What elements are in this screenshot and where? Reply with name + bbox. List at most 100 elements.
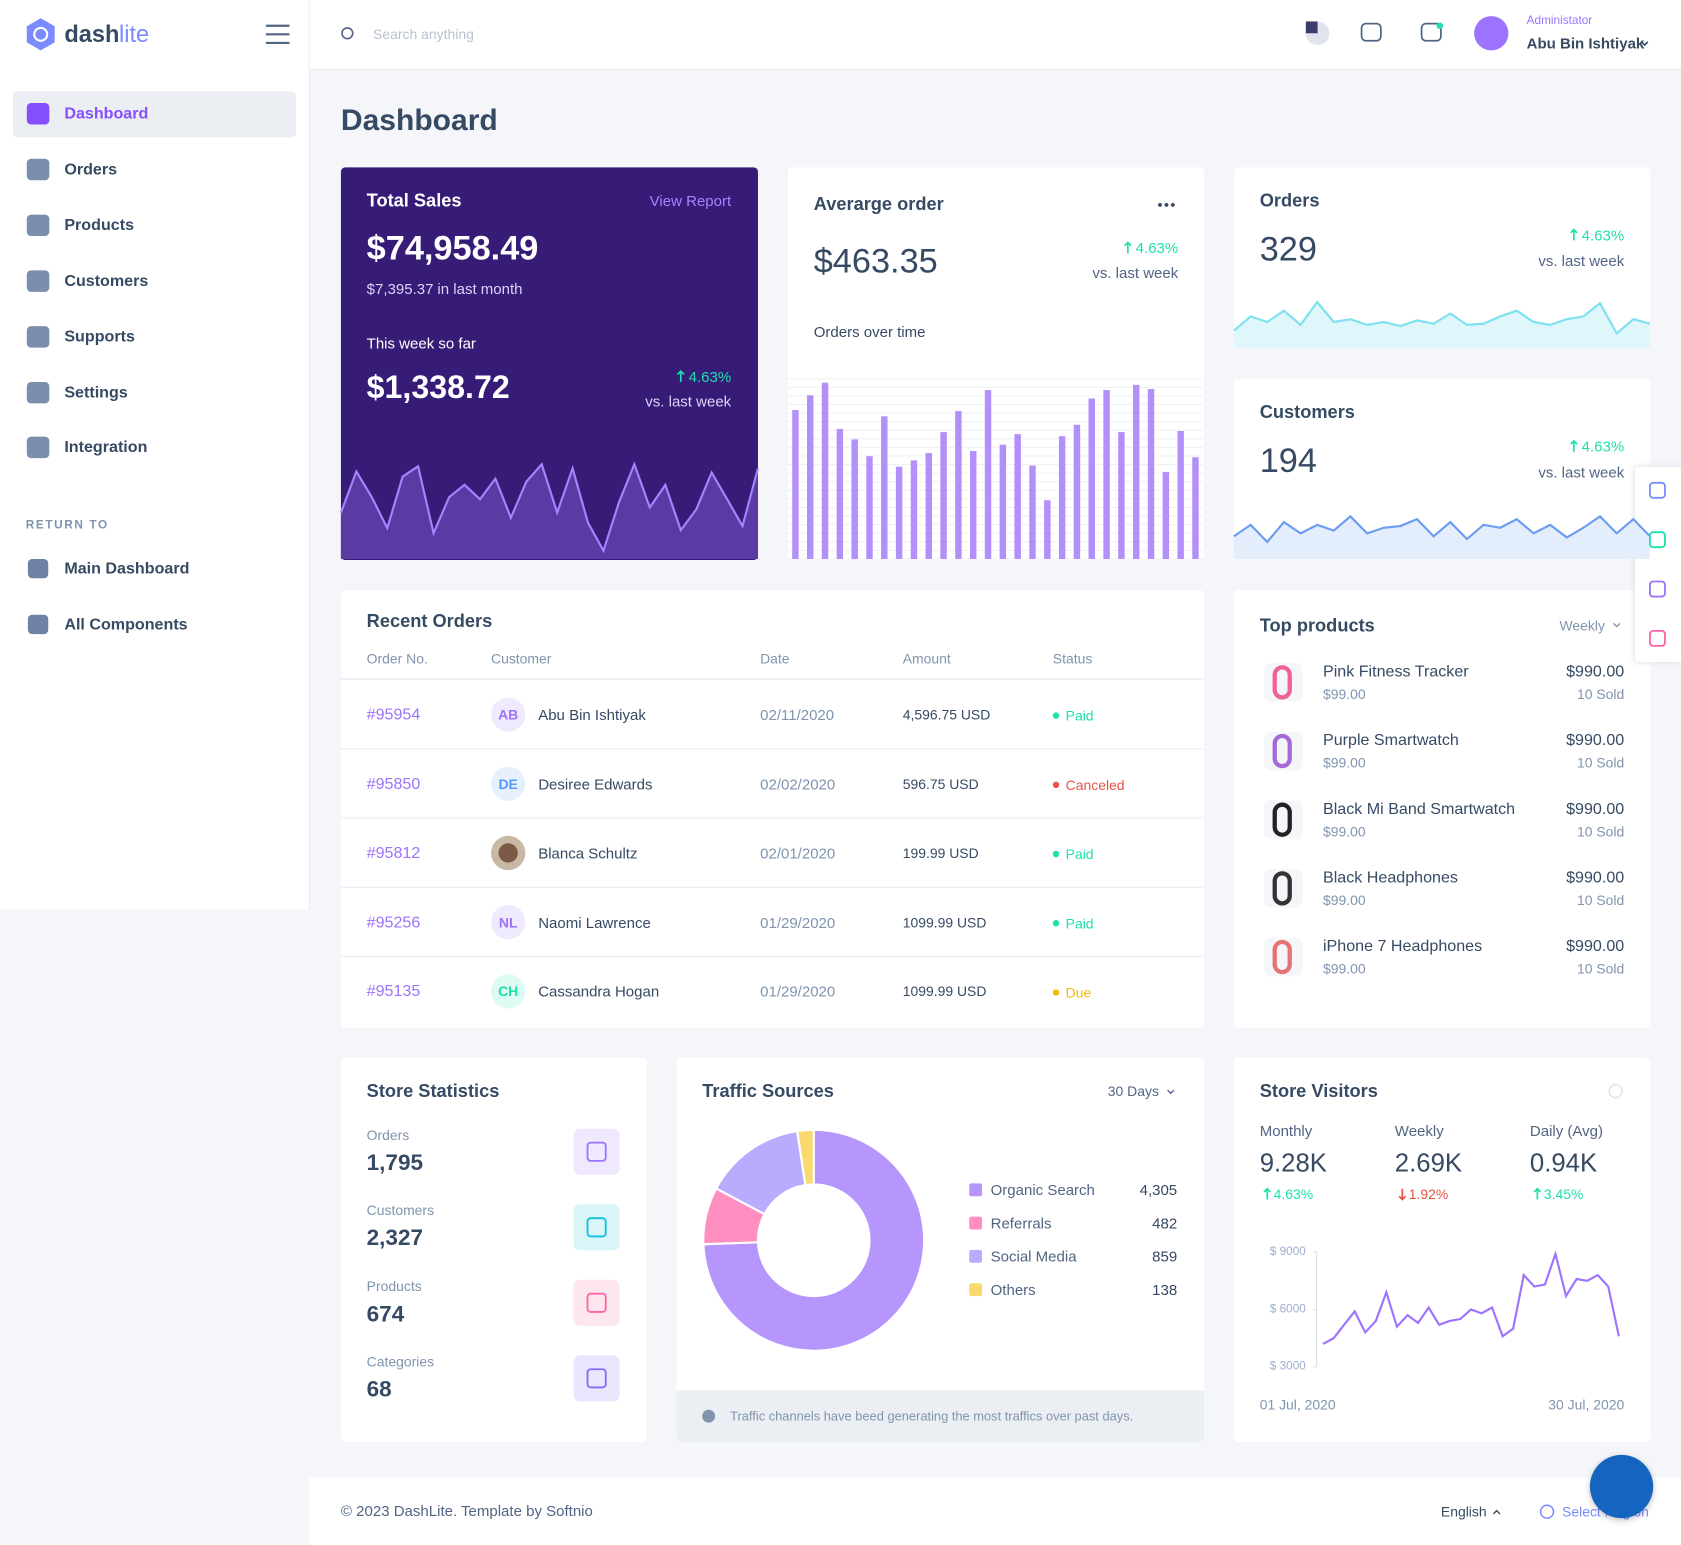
bar <box>1177 430 1184 559</box>
product-price: $99.00 <box>1322 892 1366 909</box>
nav-icon <box>26 436 50 459</box>
product-shape <box>1272 871 1292 906</box>
info-icon <box>702 1409 716 1423</box>
order-no[interactable]: #95135 <box>366 982 421 1001</box>
bar <box>1058 436 1066 559</box>
change: 4.63% <box>1135 239 1179 257</box>
chat-button[interactable] <box>1589 1454 1654 1519</box>
period[interactable]: Weekly <box>1559 617 1605 634</box>
toolbar-icon <box>1649 629 1666 647</box>
product-sold: 10 Sold <box>1576 960 1625 977</box>
avatar-initials: AB <box>498 706 519 723</box>
more-dot <box>1158 202 1162 207</box>
date: 01/29/2020 <box>760 982 836 1000</box>
toolbar-icon <box>1649 531 1666 549</box>
header-icon <box>1420 22 1442 42</box>
column-header: Amount <box>902 650 951 667</box>
bar <box>1118 432 1125 559</box>
column-header: Order No. <box>366 650 428 667</box>
order-no[interactable]: #95256 <box>366 913 421 932</box>
card-title: Top products <box>1259 615 1375 636</box>
avatar-initials: DE <box>498 775 518 792</box>
avatar <box>491 697 526 732</box>
bar <box>836 428 844 559</box>
stat-change: 1.92% <box>1408 1186 1449 1203</box>
link[interactable]: View Report <box>649 192 732 210</box>
amount: $463.35 <box>813 241 938 281</box>
change: 4.63% <box>1581 437 1625 455</box>
stat-value: 68 <box>366 1377 392 1402</box>
status: Canceled <box>1065 776 1125 793</box>
stat-icon-bg <box>573 1128 620 1175</box>
stat-label: Orders <box>366 1127 410 1144</box>
product-sold: 10 Sold <box>1576 823 1625 840</box>
nav-item[interactable]: Orders <box>64 160 118 179</box>
compare: vs. last week <box>1538 252 1625 270</box>
language[interactable]: English <box>1440 1503 1487 1520</box>
store-visitors-card <box>1233 1057 1650 1442</box>
x-label: 30 Jul, 2020 <box>1548 1396 1625 1413</box>
customer: Desiree Edwards <box>538 775 653 793</box>
bar <box>940 432 947 559</box>
arrow-up <box>676 370 685 382</box>
sparkline-area <box>340 464 758 559</box>
user-name[interactable]: Abu Bin Ishtiyak <box>1526 34 1645 52</box>
card-title: Recent Orders <box>366 611 493 632</box>
chart-title: Orders over time <box>813 322 926 341</box>
nav-item[interactable]: Products <box>64 216 135 235</box>
card-title: Orders <box>1259 190 1320 211</box>
order-no[interactable]: #95954 <box>366 705 421 724</box>
customer: Cassandra Hogan <box>538 982 660 1000</box>
note: Traffic channels have beed generating th… <box>730 1408 1134 1424</box>
amount: 1099.99 USD <box>902 914 987 931</box>
y-tick-label: $ 3000 <box>1269 1359 1306 1373</box>
status: Paid <box>1065 915 1094 932</box>
avatar <box>491 974 526 1009</box>
legend-label: Organic Search <box>990 1181 1095 1199</box>
search-input[interactable]: Search anything <box>373 26 474 43</box>
stat-value: 1,795 <box>366 1150 424 1176</box>
avatar-initials: NL <box>498 914 518 931</box>
bar <box>895 466 903 559</box>
nav-item[interactable]: Customers <box>64 271 149 291</box>
nav-link[interactable]: All Components <box>64 615 188 634</box>
avatar <box>491 766 526 801</box>
product-name: iPhone 7 Headphones <box>1322 937 1483 956</box>
product-name: Pink Fitness Tracker <box>1322 662 1469 681</box>
stat-icon <box>586 1368 607 1389</box>
status-dot <box>1052 920 1060 927</box>
donut-slice <box>702 1128 926 1352</box>
card-title: Store Visitors <box>1259 1080 1378 1102</box>
visitor-line <box>1322 1250 1620 1345</box>
arrow-up <box>1263 1187 1272 1200</box>
status-dot <box>1052 989 1060 996</box>
status-dot <box>1052 712 1060 719</box>
order-no[interactable]: #95812 <box>366 843 421 863</box>
card-title: Customers <box>1259 401 1355 423</box>
brand-logo <box>26 18 55 51</box>
card-title: Store Statistics <box>366 1080 500 1102</box>
side-toolbar[interactable] <box>1634 466 1681 662</box>
nav-link[interactable]: Main Dashboard <box>64 559 190 578</box>
order-no[interactable]: #95850 <box>366 774 421 793</box>
nav-item[interactable]: Settings <box>64 383 128 402</box>
compare: vs. last week <box>645 392 732 410</box>
note-band <box>676 1390 1204 1442</box>
bar <box>821 382 829 559</box>
period[interactable]: 30 Days <box>1107 1083 1159 1100</box>
amount: 596.75 USD <box>902 775 979 792</box>
flag-canton <box>1305 21 1318 34</box>
value: 194 <box>1259 440 1317 480</box>
legend-value: 482 <box>1152 1214 1178 1232</box>
stat-label: Categories <box>366 1353 435 1370</box>
card-title: Traffic Sources <box>702 1080 834 1102</box>
product-name: Black Mi Band Smartwatch <box>1322 799 1516 819</box>
stat-value: 0.94K <box>1529 1149 1598 1179</box>
nav-icon <box>27 614 49 635</box>
nav-item[interactable]: Integration <box>64 438 148 457</box>
nav-item[interactable]: Supports <box>64 327 135 347</box>
nav-item[interactable]: Dashboard <box>64 104 149 123</box>
arrow-up <box>1570 439 1578 452</box>
